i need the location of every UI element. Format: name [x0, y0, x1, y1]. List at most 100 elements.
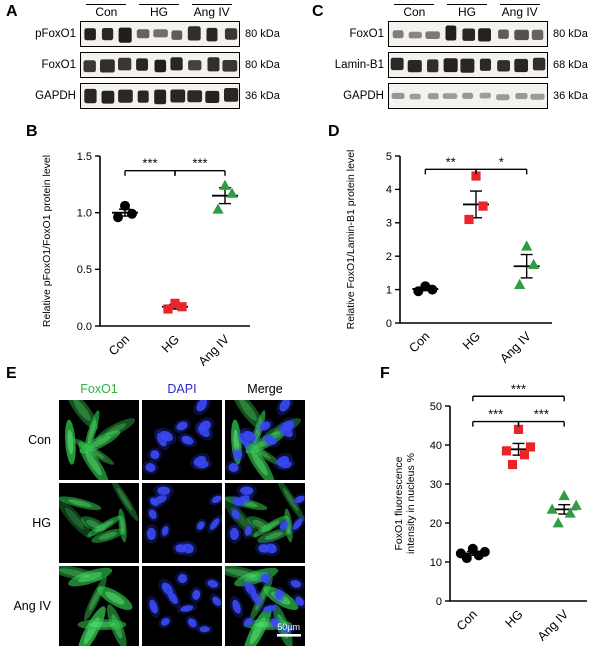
scatter-plot-d: 0 1 2 3 4 5 Con HG Ang IV Relative FoxO1/Lamin-B1… [345, 150, 552, 366]
blot-row-gapdh: GAPDH 36 kDa [22, 83, 306, 110]
protein-label: Lamin-B1 [334, 59, 384, 72]
western-blot-bands [388, 21, 548, 48]
micro-image-angiv-foxo1 [59, 566, 139, 646]
panel-e-label: E [6, 365, 17, 382]
blot-row-laminb1: Lamin-B1 68 kDa [326, 52, 608, 79]
molecular-weight-label: 80 kDa [245, 28, 280, 41]
micro-col-header-foxo1: FoxO1 [80, 382, 118, 396]
blot-row-pfoxo1: pFoxO1 80 kDa [22, 21, 306, 48]
blot-row-gapdh: GAPDH 36 kDa [326, 83, 608, 110]
panel-d-label: D [328, 123, 340, 140]
svg-text:0: 0 [386, 318, 392, 330]
micro-row-label-con: Con [28, 433, 51, 447]
svg-text:**: ** [446, 154, 456, 169]
scatter-plot-f: 0 10 20 30 40 50 Con HG Ang IV FoxO1 fluorescence… [393, 381, 587, 644]
svg-text:intensity in nucleus %: intensity in nucleus % [405, 453, 417, 554]
micro-image-angiv-dapi [142, 566, 222, 646]
panel-c-blot: Con HG Ang IV FoxO1 80 kDa Lamin-B1 68 k… [326, 2, 608, 110]
svg-text:Ang IV: Ang IV [535, 607, 572, 644]
svg-text:Relative FoxO1/Lamin-B1 protei: Relative FoxO1/Lamin-B1 protein level [345, 150, 357, 330]
svg-text:0.0: 0.0 [77, 321, 92, 333]
panel-a-blot: Con HG Ang IV pFoxO1 80 kDa FoxO1 80 kDa… [22, 2, 306, 110]
micro-row-label-angiv: Ang IV [13, 599, 51, 613]
panel-a-label: A [6, 3, 18, 20]
svg-text:***: *** [534, 407, 549, 422]
svg-text:1.5: 1.5 [77, 151, 92, 163]
lane-group-text: HG [458, 5, 476, 19]
micro-image-hg-merge [225, 483, 305, 563]
panel-c-label: C [312, 3, 324, 20]
lane-group-text: Ang IV [501, 5, 538, 19]
lane-group-line [447, 4, 487, 5]
panel-c: C Con HG Ang IV FoxO1 80 kDa Lamin-B1 68… [312, 2, 608, 114]
western-blot-bands [388, 52, 548, 79]
micro-image-con-merge [225, 400, 305, 480]
molecular-weight-label: 80 kDa [245, 59, 280, 72]
lane-group-con: Con [80, 4, 133, 19]
lane-group-text: HG [150, 5, 168, 19]
molecular-weight-label: 80 kDa [553, 28, 588, 41]
svg-text:Ang IV: Ang IV [196, 332, 233, 369]
protein-label: GAPDH [35, 90, 76, 103]
svg-text:0.5: 0.5 [77, 264, 92, 276]
svg-text:***: *** [142, 156, 157, 171]
molecular-weight-label: 36 kDa [553, 90, 588, 103]
molecular-weight-label: 68 kDa [553, 59, 588, 72]
micro-image-con-dapi [142, 400, 222, 480]
svg-text:50µm: 50µm [277, 622, 300, 632]
lane-group-angiv: Ang IV [493, 4, 546, 19]
lane-group-text: Con [95, 5, 118, 19]
protein-label: GAPDH [343, 90, 384, 103]
lane-group-angiv: Ang IV [185, 4, 238, 19]
panel-b-label: B [26, 123, 38, 140]
svg-text:Con: Con [406, 329, 432, 355]
western-blot-bands [80, 52, 240, 79]
western-blot-bands [388, 83, 548, 110]
svg-text:40: 40 [430, 440, 442, 452]
protein-label: FoxO1 [349, 28, 384, 41]
svg-text:50: 50 [430, 401, 442, 413]
blot-row-foxo1: FoxO1 80 kDa [22, 52, 306, 79]
lane-group-line [86, 4, 127, 5]
lane-group-hg: HG [133, 4, 186, 19]
western-blot-bands [80, 21, 240, 48]
protein-label: FoxO1 [41, 59, 76, 72]
panel-a: A Con HG Ang IV pFoxO1 80 kDa FoxO1 80 k… [6, 2, 306, 114]
lane-group-hg: HG [441, 4, 494, 19]
lane-group-con: Con [388, 4, 441, 19]
svg-text:5: 5 [386, 151, 392, 163]
svg-text:1.0: 1.0 [77, 207, 92, 219]
micro-col-header-dapi: DAPI [167, 382, 197, 396]
fluorescence-grid: FoxO1 DAPI Merge Con HG Ang IV 50µm [10, 382, 305, 646]
svg-text:Con: Con [106, 332, 132, 358]
protein-label: pFoxO1 [35, 28, 76, 41]
micro-image-con-foxo1 [59, 400, 139, 480]
svg-text:Ang IV: Ang IV [497, 329, 534, 366]
micro-image-hg-dapi [142, 483, 222, 563]
lane-group-line [394, 4, 435, 5]
svg-text:***: *** [511, 381, 526, 396]
panel-f-label: F [380, 365, 390, 382]
svg-text:*: * [499, 154, 504, 169]
svg-text:HG: HG [460, 329, 483, 352]
svg-text:***: *** [192, 156, 207, 171]
micro-image-angiv-merge: 50µm [225, 566, 305, 646]
lane-group-line [139, 4, 179, 5]
svg-text:20: 20 [430, 518, 442, 530]
svg-text:Con: Con [454, 607, 480, 633]
lane-group-text: Con [403, 5, 426, 19]
svg-text:HG: HG [502, 607, 525, 630]
lane-group-line [191, 4, 232, 5]
svg-text:0: 0 [436, 596, 442, 608]
svg-text:HG: HG [159, 332, 182, 355]
western-blot-bands [80, 83, 240, 110]
scatter-plot-b: 0.0 0.5 1.0 1.5 Con HG Ang IV Relative pFoxO1/F… [41, 151, 250, 369]
svg-text:Relative pFoxO1/FoxO1 protein: Relative pFoxO1/FoxO1 protein level [41, 155, 53, 327]
svg-text:10: 10 [430, 557, 442, 569]
svg-text:FoxO1 fluorescence: FoxO1 fluorescence [393, 456, 405, 550]
svg-text:3: 3 [386, 218, 392, 230]
micro-image-hg-foxo1 [59, 483, 139, 563]
svg-text:4: 4 [386, 184, 392, 196]
blot-row-foxo1: FoxO1 80 kDa [326, 21, 608, 48]
